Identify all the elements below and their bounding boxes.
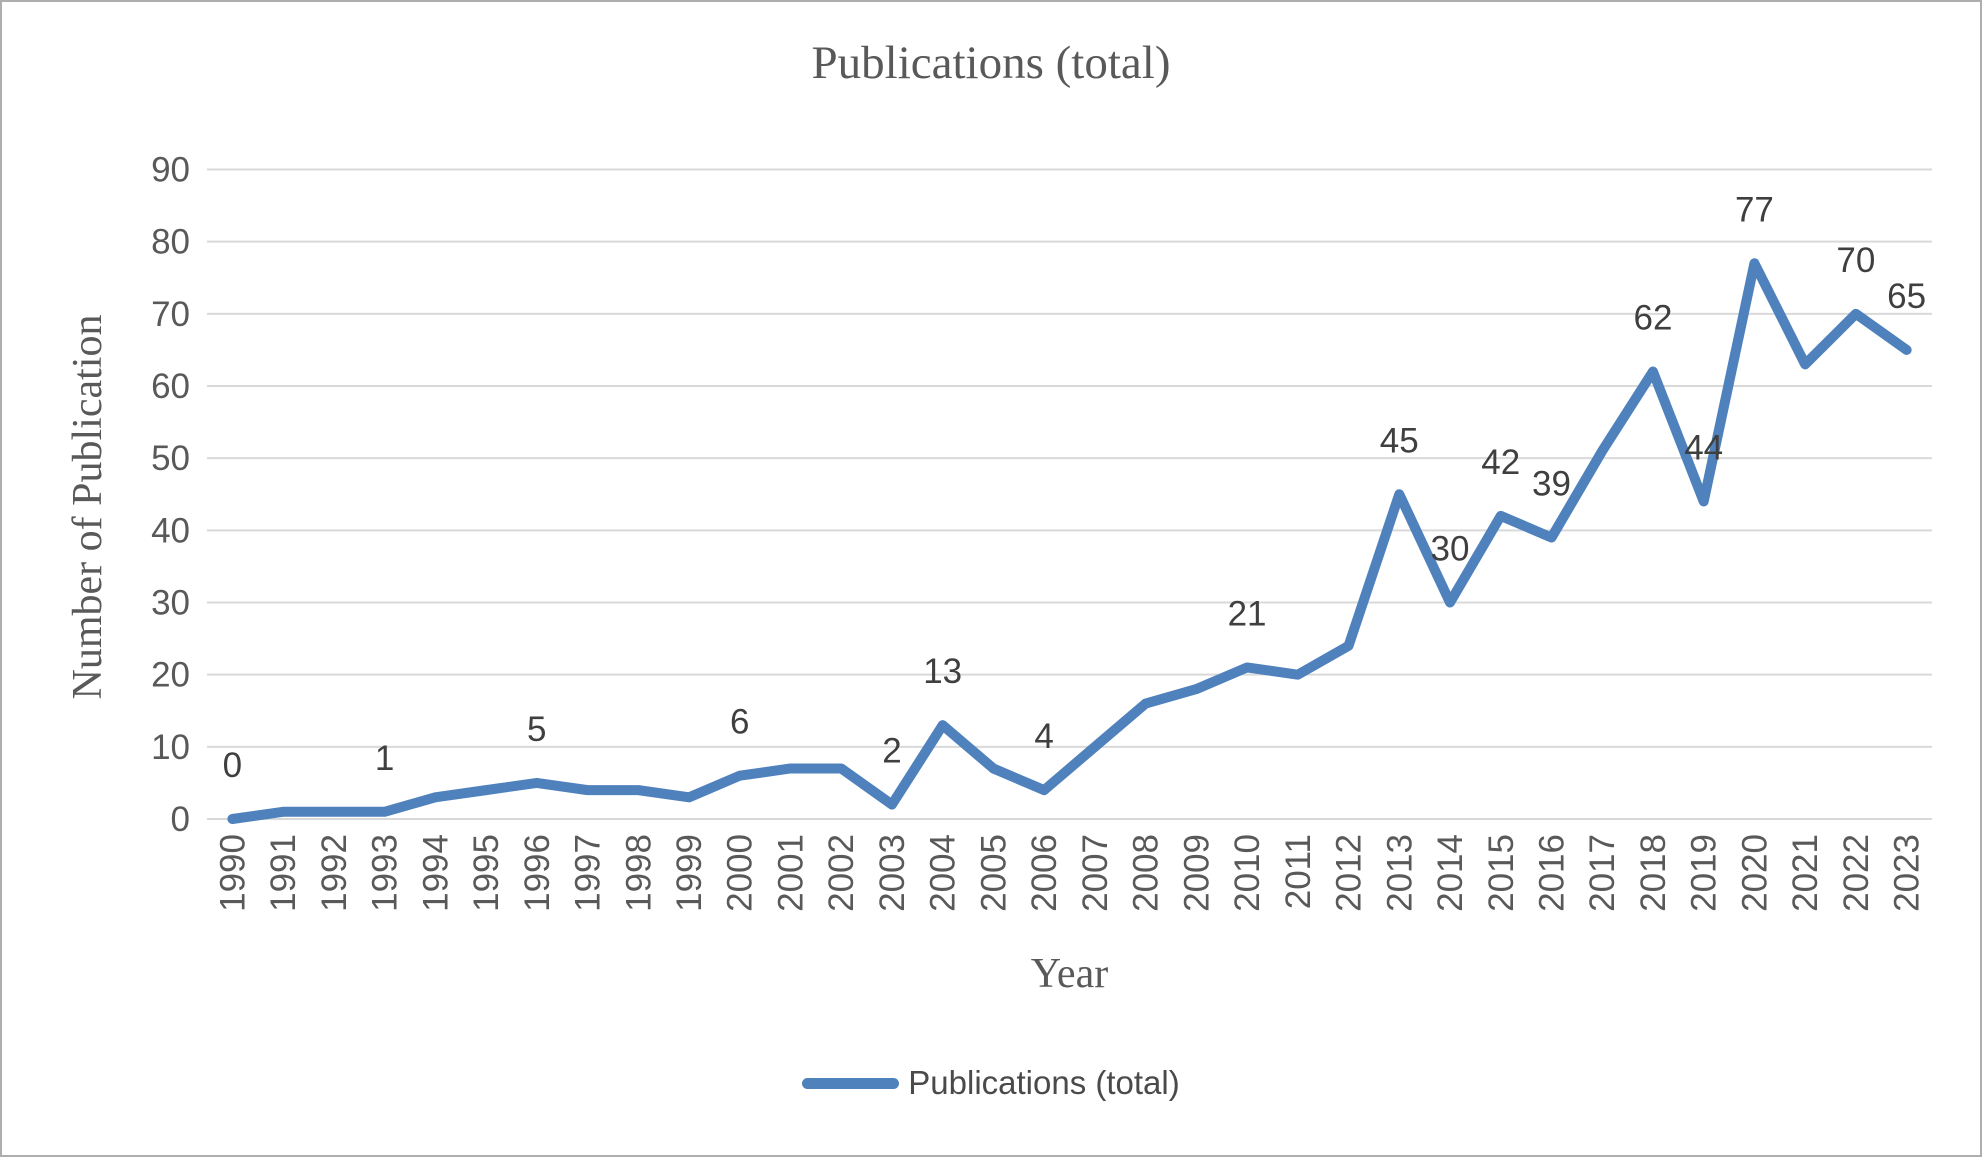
x-tick-label-2011: 2011 — [1279, 834, 1318, 909]
x-tick-label-1995: 1995 — [467, 834, 506, 912]
data-label-2019: 44 — [1684, 428, 1723, 467]
y-tick-label-10: 10 — [151, 728, 190, 767]
y-tick-label-50: 50 — [151, 439, 190, 478]
x-tick-label-2003: 2003 — [873, 834, 912, 912]
x-tick-label-2021: 2021 — [1786, 834, 1825, 912]
x-tick-label-2005: 2005 — [974, 834, 1013, 912]
x-tick-label-1993: 1993 — [366, 834, 405, 912]
series-line — [227, 258, 1912, 824]
y-tick-label-90: 90 — [151, 151, 190, 190]
x-tick-label-1997: 1997 — [569, 834, 608, 912]
x-tick-label-2017: 2017 — [1583, 834, 1622, 912]
x-tick-label-2014: 2014 — [1431, 834, 1470, 912]
y-tick-label-70: 70 — [151, 295, 190, 334]
data-label-2014: 30 — [1431, 530, 1470, 569]
x-tick-label-2010: 2010 — [1228, 834, 1267, 912]
x-tick-label-2013: 2013 — [1380, 834, 1419, 912]
y-tick-label-30: 30 — [151, 584, 190, 623]
x-tick-label-2004: 2004 — [924, 834, 963, 912]
legend-line-marker — [802, 1077, 900, 1089]
x-tick-label-2016: 2016 — [1532, 834, 1571, 912]
data-label-1996: 5 — [527, 710, 546, 749]
x-tick-label-2006: 2006 — [1025, 834, 1064, 912]
chart-title: Publications (total) — [811, 37, 1171, 89]
x-axis-title: Year — [1030, 951, 1109, 997]
data-label-2003: 2 — [882, 732, 901, 771]
data-label-2013: 45 — [1380, 421, 1419, 460]
data-label-2004: 13 — [923, 652, 962, 691]
data-label-2018: 62 — [1633, 299, 1672, 338]
y-tick-label-40: 40 — [151, 511, 190, 550]
y-tick-label-0: 0 — [171, 800, 190, 839]
x-tick-label-2018: 2018 — [1634, 834, 1673, 912]
data-label-2006: 4 — [1034, 717, 1053, 756]
data-label-1990: 0 — [223, 746, 242, 785]
x-tick-label-1990: 1990 — [213, 834, 252, 912]
x-tick-label-2019: 2019 — [1685, 834, 1724, 912]
x-tick-label-2008: 2008 — [1127, 834, 1166, 912]
y-tick-label-80: 80 — [151, 223, 190, 262]
data-label-2015: 42 — [1481, 443, 1520, 482]
data-label-2000: 6 — [730, 703, 749, 742]
y-tick-label-20: 20 — [151, 656, 190, 695]
data-label-2010: 21 — [1228, 594, 1267, 633]
legend-label: Publications (total) — [908, 1064, 1180, 1101]
x-tick-label-1996: 1996 — [518, 834, 557, 912]
x-tick-label-1998: 1998 — [619, 834, 658, 912]
x-tick-label-2000: 2000 — [721, 834, 760, 912]
x-tick-label-2012: 2012 — [1330, 834, 1369, 912]
data-label-2022: 70 — [1836, 241, 1875, 280]
x-tick-label-2015: 2015 — [1482, 834, 1521, 912]
x-tick-label-2023: 2023 — [1888, 834, 1927, 912]
x-tick-label-1999: 1999 — [670, 834, 709, 912]
data-label-1993: 1 — [375, 739, 394, 778]
x-tick-label-2001: 2001 — [771, 834, 810, 912]
data-label-2016: 39 — [1532, 465, 1571, 504]
x-tick-label-2020: 2020 — [1735, 834, 1774, 912]
x-tick-label-2002: 2002 — [822, 834, 861, 912]
legend: Publications (total) — [2, 1064, 1980, 1102]
x-tick-label-2007: 2007 — [1076, 834, 1115, 912]
x-tick-label-1991: 1991 — [264, 834, 303, 912]
x-tick-label-1994: 1994 — [416, 834, 455, 912]
data-label-2023: 65 — [1887, 277, 1926, 316]
x-tick-label-1992: 1992 — [315, 834, 354, 912]
x-tick-label-2022: 2022 — [1837, 834, 1876, 912]
y-tick-label-60: 60 — [151, 367, 190, 406]
data-label-2020: 77 — [1735, 190, 1774, 229]
x-tick-label-2009: 2009 — [1177, 834, 1216, 912]
